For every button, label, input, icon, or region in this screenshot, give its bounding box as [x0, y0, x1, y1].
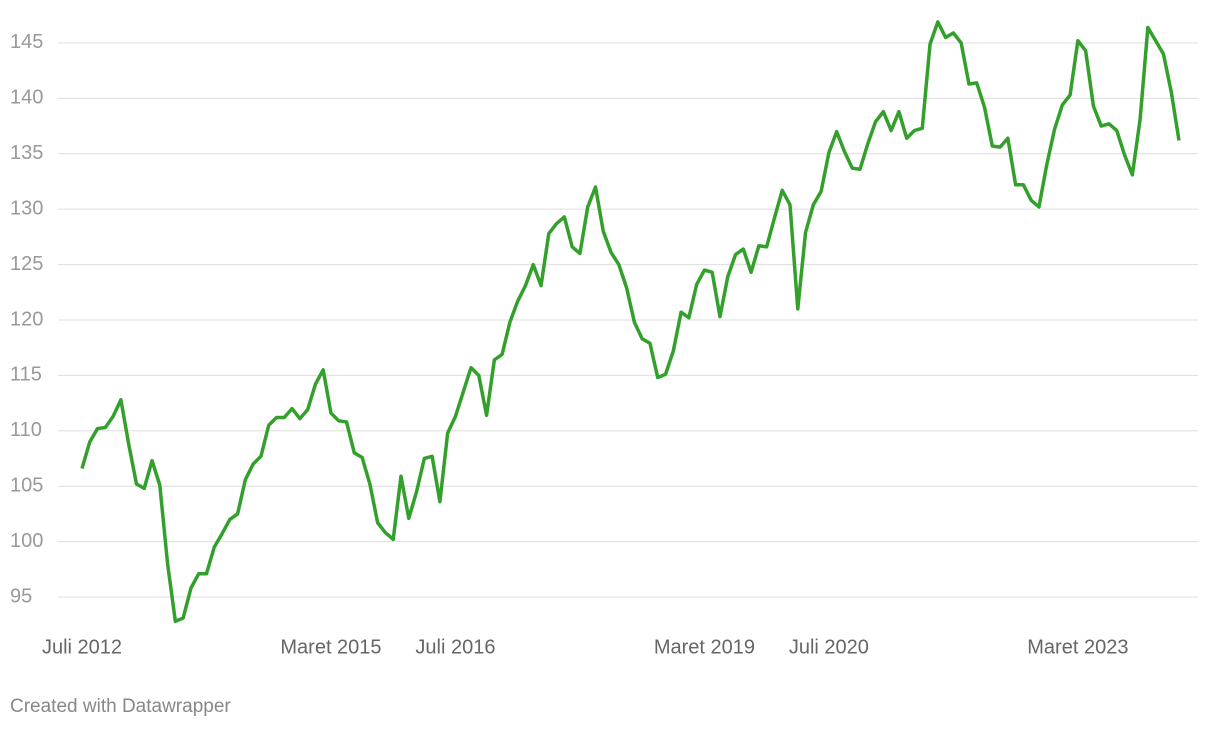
y-tick-label: 135 — [10, 142, 43, 164]
x-tick-label: Maret 2019 — [654, 636, 755, 658]
x-tick-label: Juli 2012 — [42, 636, 122, 658]
y-tick-label: 130 — [10, 197, 43, 219]
credit: Created with Datawrapper — [10, 696, 231, 717]
y-tick-label: 125 — [10, 253, 43, 275]
y-tick-label: 140 — [10, 87, 43, 109]
x-tick-label: Juli 2020 — [789, 636, 869, 658]
x-tick-label: Juli 2016 — [415, 636, 495, 658]
y-tick-label: 115 — [10, 364, 42, 386]
y-tick-label: 145 — [10, 31, 43, 53]
data-line — [80, 20, 1181, 624]
x-tick-label: Maret 2015 — [280, 636, 381, 658]
x-tick-label: Maret 2023 — [1027, 636, 1128, 658]
y-tick-label: 120 — [10, 308, 43, 330]
y-tick-label: 95 — [10, 585, 32, 607]
y-tick-label: 110 — [10, 419, 42, 441]
y-tick-label: 105 — [10, 474, 43, 496]
y-tick-label: 100 — [10, 530, 43, 552]
